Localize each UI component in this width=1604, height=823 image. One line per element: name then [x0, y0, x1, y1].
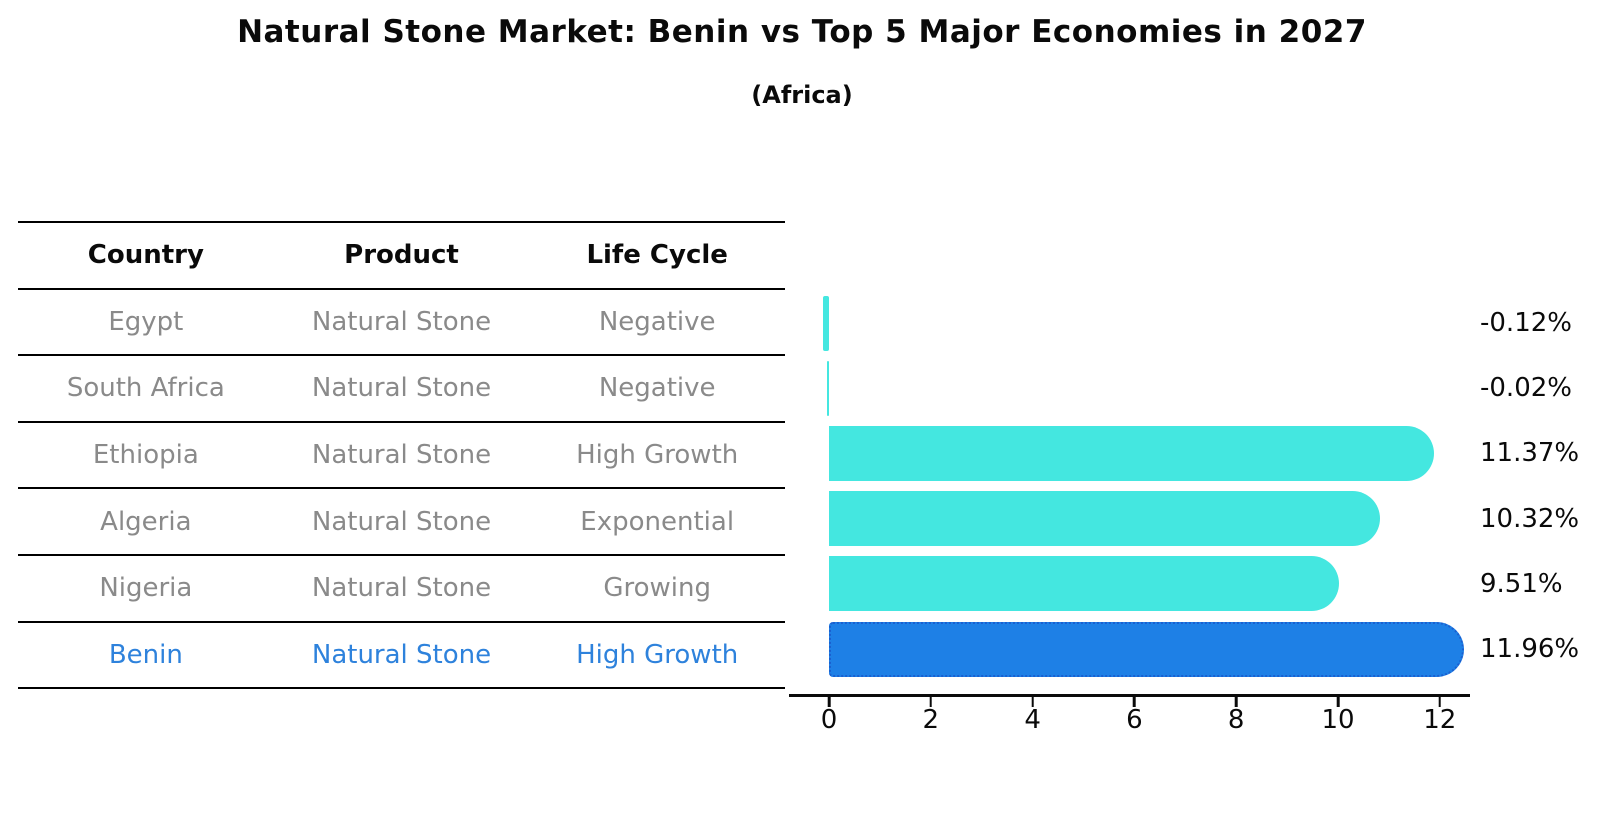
country-cell: Ethiopia: [92, 440, 199, 471]
table-row-nigeria: Nigeria Natural Stone Growing: [18, 556, 785, 623]
chart-title: Natural Stone Market: Benin vs Top 5 Maj…: [237, 14, 1367, 50]
bar-south-africa: [827, 360, 829, 416]
product-cell: Natural Stone: [311, 506, 492, 537]
country-cell: South Africa: [66, 373, 225, 404]
x-axis-tick-label: 10: [1321, 705, 1355, 735]
x-axis-tick: [1031, 696, 1034, 707]
product-cell: Natural Stone: [311, 440, 492, 471]
table-row-south-africa: South Africa Natural Stone Negative: [18, 356, 785, 423]
x-axis-tick: [1234, 696, 1238, 707]
column-header-life-cycle: Life Cycle: [586, 240, 728, 271]
bar-value-label: -0.12%: [1480, 308, 1572, 338]
x-axis-tick: [1336, 696, 1340, 707]
table-row-ethiopia: Ethiopia Natural Stone High Growth: [18, 423, 785, 490]
life-cycle-cell: Negative: [598, 306, 716, 337]
table-row-algeria: Algeria Natural Stone Exponential: [18, 489, 785, 556]
bar-ethiopia: [829, 425, 1434, 481]
bar-value-label: 9.51%: [1480, 568, 1563, 599]
product-cell: Natural Stone: [311, 573, 492, 604]
table-row-benin: Benin Natural Stone High Growth: [18, 623, 785, 690]
x-axis-tick: [1438, 696, 1442, 707]
product-cell: Natural Stone: [311, 639, 492, 670]
country-cell: Benin: [108, 639, 183, 670]
bar-algeria: [829, 491, 1381, 547]
product-cell: Natural Stone: [311, 306, 492, 337]
bar-value-label: 11.37%: [1480, 438, 1580, 469]
x-axis-tick-label: 12: [1423, 705, 1457, 735]
country-cell: Algeria: [100, 506, 192, 537]
bar-value-label: 10.32%: [1480, 503, 1580, 534]
table-row-egypt: Egypt Natural Stone Negative: [18, 290, 785, 357]
bar-benin: [829, 621, 1464, 677]
country-cell: Nigeria: [99, 573, 193, 604]
bar-nigeria: [829, 556, 1340, 612]
column-header-country: Country: [87, 240, 204, 271]
table-header-row: Country Product Life Cycle: [18, 223, 785, 290]
bar-value-label: -0.02%: [1480, 373, 1572, 404]
life-cycle-cell: Growing: [603, 573, 711, 604]
bar-value-label: 11.96%: [1480, 634, 1580, 664]
life-cycle-cell: Exponential: [580, 506, 735, 537]
x-axis-tick-label: 0: [820, 705, 838, 735]
country-cell: Egypt: [108, 306, 184, 337]
x-axis-tick-label: 4: [1024, 705, 1041, 735]
x-axis-tick: [1133, 696, 1136, 707]
life-cycle-cell: Negative: [598, 373, 716, 404]
life-cycle-cell: High Growth: [576, 639, 739, 670]
x-axis-tick: [827, 696, 831, 707]
x-axis-tick-label: 8: [1227, 705, 1245, 735]
x-axis-line: [789, 694, 1470, 697]
x-axis-tick-label: 2: [922, 705, 940, 735]
country-table: Country Product Life Cycle Egypt Natural…: [18, 221, 785, 690]
column-header-product: Product: [344, 240, 459, 271]
life-cycle-cell: High Growth: [576, 440, 739, 471]
x-axis-tick-label: 6: [1126, 705, 1143, 735]
bar-egypt: [822, 295, 829, 351]
x-axis-tick: [929, 696, 933, 707]
chart-subtitle: (Africa): [751, 81, 853, 109]
product-cell: Natural Stone: [311, 373, 492, 404]
